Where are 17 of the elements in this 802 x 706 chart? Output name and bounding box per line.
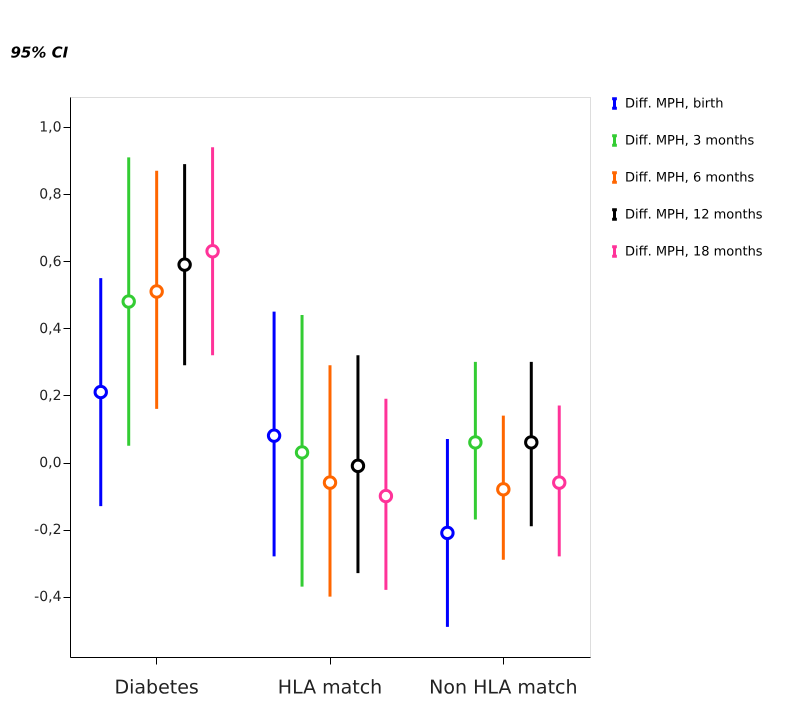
y-tick-label: 1,0 [39,120,62,136]
legend-label: Diff. MPH, 12 months [625,208,763,222]
y-tick-label: 0,8 [39,186,62,203]
y-tick-label: 0,4 [39,320,62,337]
legend-label: Diff. MPH, 3 months [625,134,755,148]
legend-label: Diff. MPH, 18 months [625,244,763,260]
y-tick-label: 0,6 [39,254,62,270]
y-tick-label: -0,2 [34,522,62,538]
x-tick-label: Diabetes [114,676,199,698]
y-tick-label: 0,0 [39,455,62,472]
legend-label: Diff. MPH, birth [625,96,724,112]
y-tick-label: 0,2 [39,388,62,404]
x-tick-label: HLA match [278,676,382,698]
x-tick-label: Non HLA match [429,676,578,698]
legend-label: Diff. MPH, 6 months [625,170,755,186]
y-tick-label: -0,4 [34,589,62,606]
y-axis-title: 95% CI [10,44,69,62]
